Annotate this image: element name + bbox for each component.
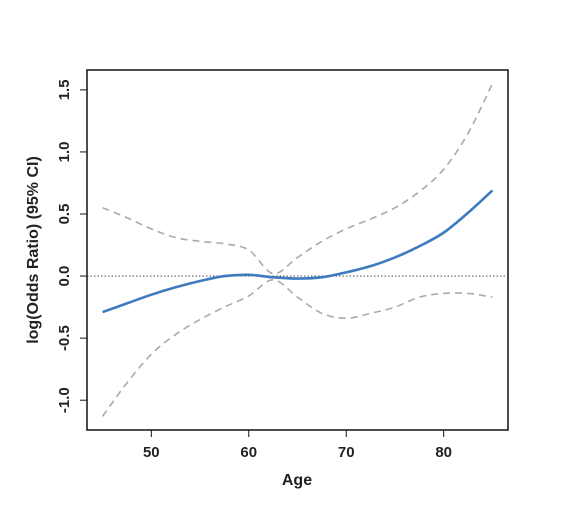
x-tick-label: 50: [143, 444, 160, 461]
y-tick-label: -0.5: [56, 325, 73, 351]
estimate-line: [102, 189, 494, 314]
y-tick-label: 0.0: [56, 266, 73, 287]
plot-frame: [86, 69, 509, 431]
x-tick-label: 70: [338, 444, 355, 461]
ci-line: [102, 83, 494, 275]
x-tick-label: 60: [240, 444, 257, 461]
y-tick-label: 1.0: [56, 142, 73, 163]
y-axis-label: log(Odds Ratio) (95% CI): [25, 156, 42, 344]
y-tick-label: 0.5: [56, 204, 73, 225]
y-tick-label: 1.5: [56, 79, 73, 100]
ci-line: [101, 278, 493, 417]
y-tick-label: -1.0: [56, 387, 73, 413]
x-tick-label: 80: [435, 444, 452, 461]
x-axis-label: Age: [282, 472, 312, 489]
